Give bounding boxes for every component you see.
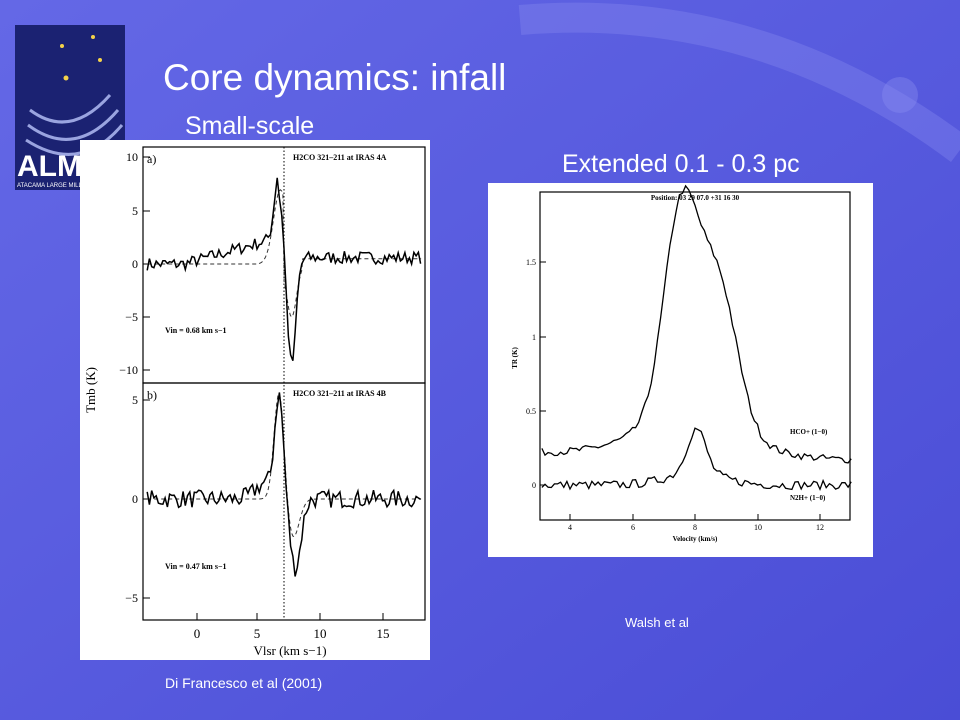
- y-tick-label: 0.5: [526, 407, 536, 416]
- figure-background: [488, 183, 873, 557]
- decoration: [882, 77, 918, 113]
- y-axis-label: TR (K): [511, 347, 519, 369]
- model-curve: [147, 189, 422, 318]
- y-axis-label: Tmb (K): [83, 367, 98, 413]
- series-label: N2H+ (1−0): [790, 494, 826, 502]
- spectrum: [146, 392, 421, 577]
- panel-label: a): [147, 152, 156, 166]
- x-tick-label: 6: [631, 523, 635, 532]
- y-tick-label: −10: [119, 363, 138, 377]
- heading-right: Extended 0.1 - 0.3 pc: [562, 150, 800, 178]
- y-tick-label: 5: [132, 204, 138, 218]
- plot-header: Position: 03 29 07.0 +31 16 30: [651, 194, 740, 202]
- line-label: H2CO 321–211 at IRAS 4A: [293, 153, 387, 162]
- caption-right: Walsh et al: [625, 615, 689, 630]
- decoration: [518, 2, 960, 163]
- y-tick-label: −5: [125, 591, 138, 605]
- slide-title: Core dynamics: infall: [163, 57, 506, 98]
- x-tick-label: 12: [816, 523, 824, 532]
- x-axis-label: Velocity (km/s): [673, 535, 718, 543]
- right-figure: 0 0.5 1 1.5 4 6 8 10 12 Position: 03 29 07.0 +31 …: [488, 183, 873, 557]
- spectrum: [541, 427, 852, 492]
- spectrum: [541, 184, 852, 464]
- y-tick-label: 5: [132, 393, 138, 407]
- y-tick-label: 10: [126, 150, 138, 164]
- vin-label: Vin = 0.47 km s−1: [165, 562, 227, 571]
- x-tick-label: 0: [194, 626, 201, 641]
- figure-background: [80, 140, 430, 660]
- x-tick-label: 4: [568, 523, 572, 532]
- spectrum: [146, 177, 422, 361]
- caption-left: Di Francesco et al (2001): [165, 675, 322, 691]
- logo-tagline: ATACAMA LARGE MILLI: [17, 183, 84, 189]
- line-label: H2CO 321–211 at IRAS 4B: [293, 389, 387, 398]
- x-axis-label: Vlsr (km s−1): [253, 643, 326, 658]
- logo-text: ALM: [17, 150, 82, 183]
- logo-dish: [25, 94, 124, 156]
- x-tick-label: 5: [254, 626, 261, 641]
- left-figure: 10 5 0 −5 −10 a) H2CO 321–211 at IRAS 4A Vin = …: [80, 140, 430, 660]
- series-label: HCO+ (1−0): [790, 428, 828, 436]
- y-tick-label: 0: [532, 481, 536, 490]
- y-tick-label: 1.5: [526, 258, 536, 267]
- x-tick-label: 10: [754, 523, 762, 532]
- subtitle: Small-scale: [185, 112, 314, 140]
- vin-label: Vin = 0.68 km s−1: [165, 326, 227, 335]
- y-tick-label: −5: [125, 310, 138, 324]
- y-tick-label: 0: [132, 257, 138, 271]
- x-tick-label: 8: [693, 523, 697, 532]
- x-tick-label: 10: [314, 626, 327, 641]
- logo-stars: [60, 35, 102, 81]
- y-tick-label: 1: [532, 333, 536, 342]
- panel-label: b): [147, 388, 157, 402]
- logo: ALM ATACAMA LARGE MILLI: [15, 25, 125, 190]
- y-tick-label: 0: [132, 492, 138, 506]
- x-tick-label: 15: [377, 626, 390, 641]
